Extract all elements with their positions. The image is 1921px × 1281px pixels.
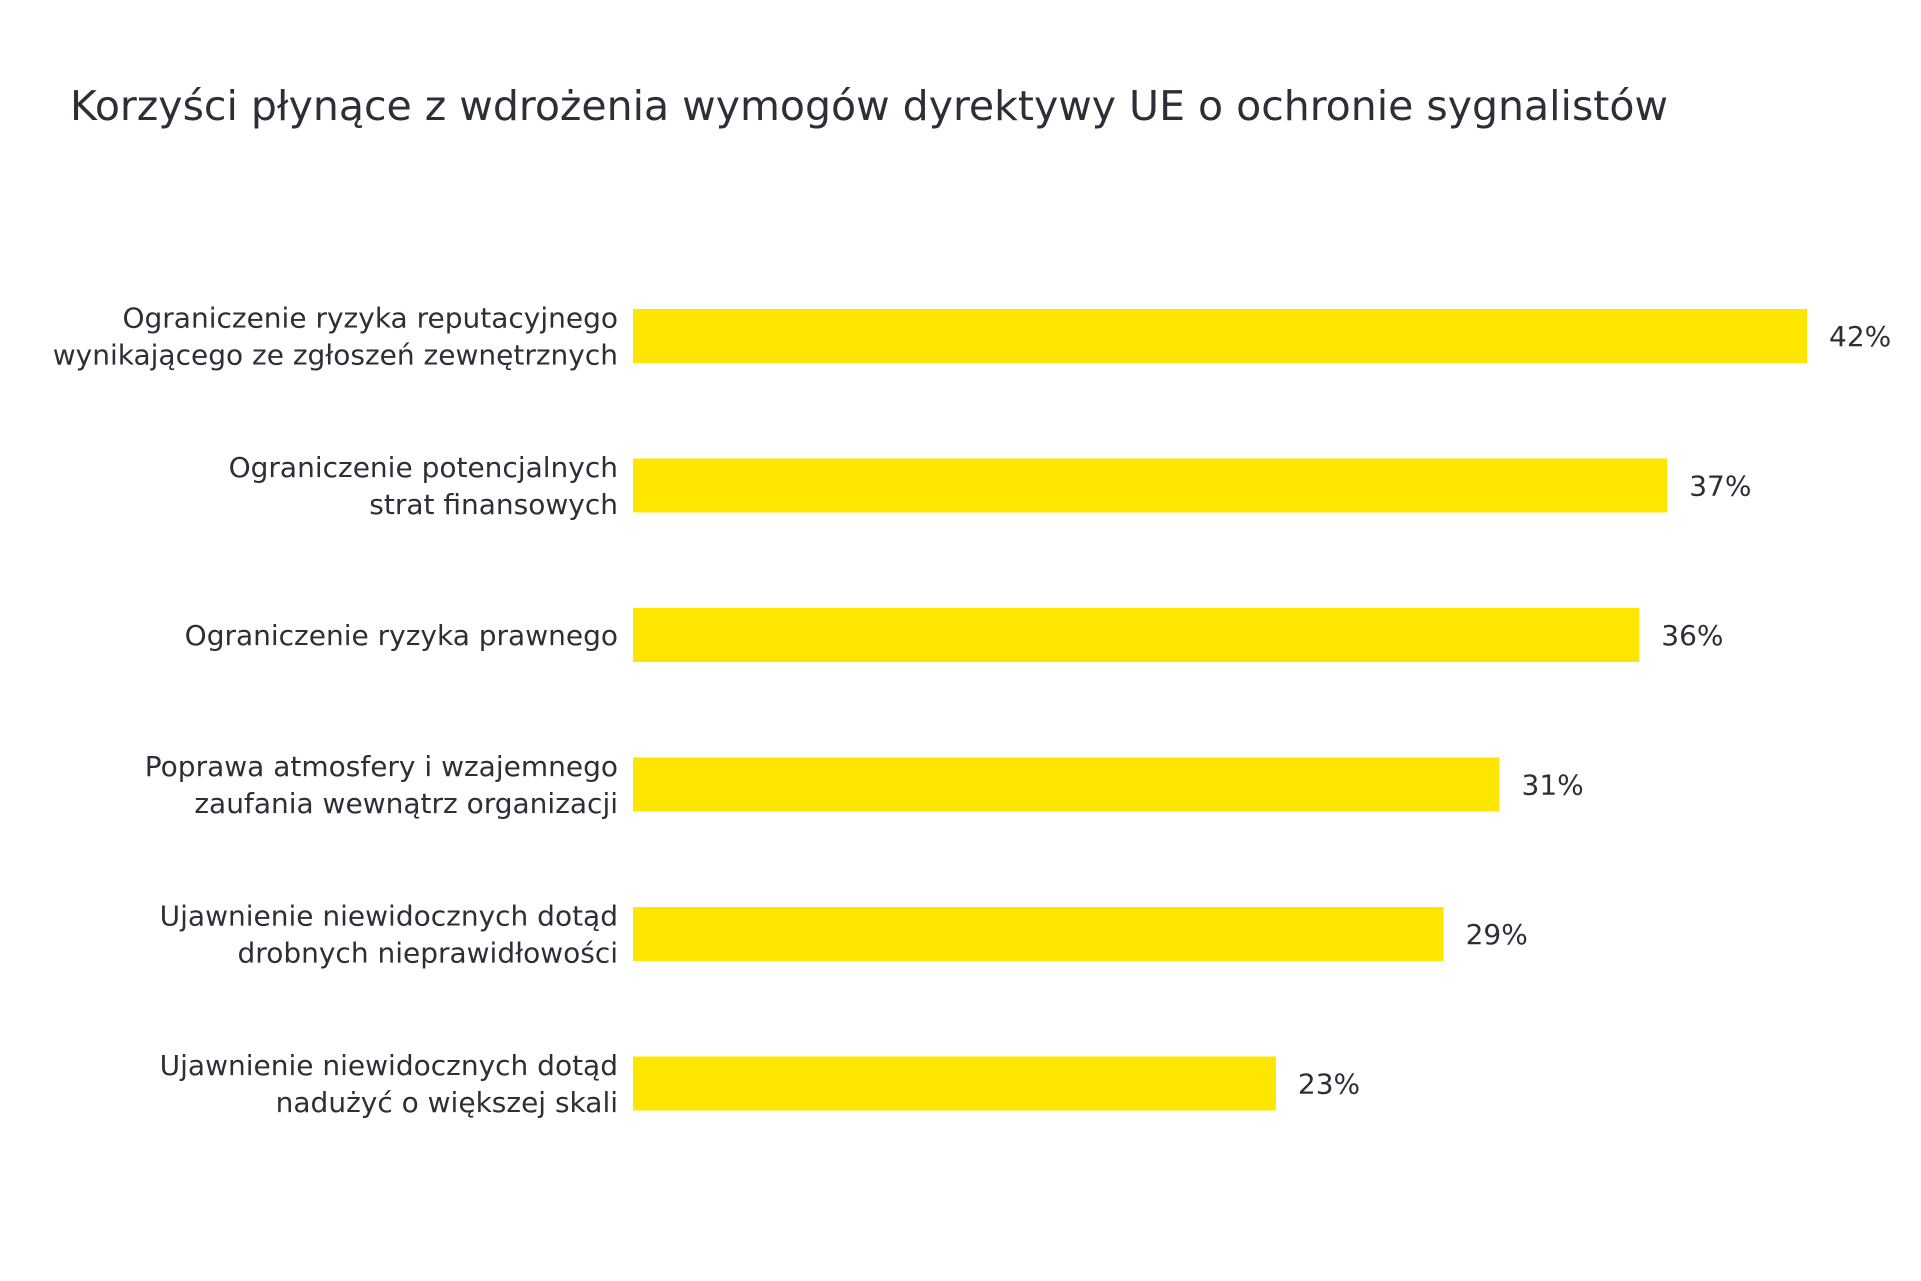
bar-1 — [633, 309, 1807, 363]
category-label-line: Ograniczenie ryzyka reputacyjnego — [122, 302, 618, 335]
category-label-1: Ograniczenie ryzyka reputacyjnego wynikaj… — [53, 302, 618, 372]
bar-5 — [633, 907, 1444, 961]
bar-2 — [633, 458, 1668, 513]
category-label-line: Ograniczenie ryzyka prawnego — [185, 619, 618, 652]
category-label-line: Ujawnienie niewidocznych dotąd — [160, 1049, 618, 1082]
category-label-6: Ujawnienie niewidocznych dotąd nadużyć o … — [160, 1049, 618, 1119]
value-label-3: 36% — [1661, 619, 1723, 652]
category-label-line: drobnych nieprawidłowości — [238, 937, 618, 970]
bar-4 — [633, 757, 1500, 812]
category-label-5: Ujawnienie niewidocznych dotąd drobnych n… — [160, 900, 618, 970]
bar-3 — [633, 608, 1640, 662]
category-label-4: Poprawa atmosfery i wzajemnego zaufania w… — [145, 750, 618, 820]
value-label-4: 31% — [1522, 769, 1584, 802]
category-label-line: Ograniczenie potencjalnych — [229, 451, 618, 484]
value-label-5: 29% — [1466, 918, 1528, 951]
category-label-line: wynikającego ze zgłoszeń zewnętrznych — [53, 339, 618, 372]
category-label-line: strat finansowych — [369, 488, 618, 521]
category-label-line: Poprawa atmosfery i wzajemnego — [145, 750, 618, 783]
category-label-line: nadużyć o większej skali — [276, 1086, 618, 1119]
category-label-3: Ograniczenie ryzyka prawnego — [185, 619, 618, 652]
bar-6 — [633, 1056, 1276, 1111]
category-label-line: zaufania wewnątrz organizacji — [194, 787, 618, 820]
chart-title: Korzyści płynące z wdrożenia wymogów dyr… — [70, 82, 1668, 130]
value-label-1: 42% — [1829, 320, 1891, 353]
category-label-line: Ujawnienie niewidocznych dotąd — [160, 900, 618, 933]
value-label-2: 37% — [1689, 470, 1751, 503]
category-label-2: Ograniczenie potencjalnych strat finansow… — [229, 451, 618, 521]
value-label-6: 23% — [1298, 1068, 1360, 1101]
